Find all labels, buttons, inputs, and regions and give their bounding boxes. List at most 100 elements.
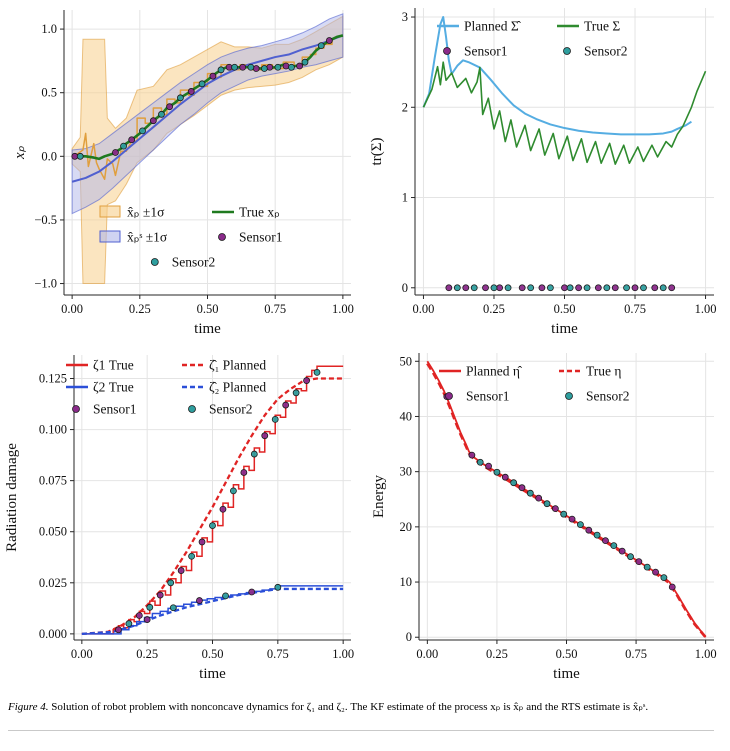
- svg-text:True η: True η: [586, 364, 621, 379]
- x-axis-label: time: [199, 666, 226, 682]
- svg-text:0.75: 0.75: [267, 647, 289, 661]
- chart-energy: 0.00 0.25 0.50 0.75 1.00 0 10 20 30 40 50 time Energ…: [365, 345, 730, 690]
- svg-text:0.25: 0.25: [129, 302, 151, 316]
- scatter-sensor2: [76, 42, 325, 160]
- svg-text:3: 3: [402, 10, 408, 24]
- figure-caption: Figure 4. Solution of robot problem with…: [8, 700, 714, 731]
- svg-text:1.0: 1.0: [41, 22, 57, 36]
- svg-text:1.00: 1.00: [332, 647, 354, 661]
- svg-text:2: 2: [402, 100, 408, 114]
- legend-entry: ζ̂₂ Planned: [182, 380, 266, 395]
- svg-text:x̂ₚˢ ±1σ: x̂ₚˢ ±1σ: [127, 230, 168, 245]
- legend-entry: Sensor1: [445, 389, 510, 404]
- svg-text:True Σ: True Σ: [584, 19, 620, 34]
- scatter-sensor2: [125, 368, 321, 628]
- svg-text:Sensor1: Sensor1: [464, 44, 508, 59]
- svg-text:10: 10: [400, 575, 413, 589]
- legend-entry: Sensor1: [443, 44, 508, 59]
- svg-text:Sensor2: Sensor2: [209, 402, 253, 417]
- svg-text:0.0: 0.0: [41, 149, 57, 163]
- legend-entry: x̂ₚ ±1σ: [99, 205, 165, 220]
- svg-text:0.75: 0.75: [625, 647, 647, 661]
- svg-text:Sensor2: Sensor2: [586, 389, 630, 404]
- svg-text:0.00: 0.00: [416, 647, 438, 661]
- legend: Planned η̂ True η Sensor1 Sensor2: [439, 364, 630, 404]
- svg-text:30: 30: [400, 465, 413, 479]
- y-axis-label: tr(Σ): [369, 138, 385, 166]
- svg-text:ζ̂₁ Planned: ζ̂₁ Planned: [209, 358, 266, 373]
- legend-entry: Sensor2: [563, 44, 628, 59]
- tick-labels: 0.00 0.25 0.50 0.75 1.00 0 1 2 3: [402, 10, 717, 316]
- legend-entry: Sensor1: [72, 402, 137, 417]
- svg-text:Sensor1: Sensor1: [239, 230, 283, 245]
- svg-text:1.00: 1.00: [695, 302, 717, 316]
- line-zeta1-true: [81, 365, 344, 635]
- svg-text:0.125: 0.125: [39, 371, 67, 385]
- series-group: [71, 13, 344, 285]
- tick-labels: 0.00 0.25 0.50 0.75 1.00 0 10 20 30 40 50: [400, 354, 717, 661]
- svg-text:Planned η̂: Planned η̂: [466, 364, 523, 379]
- svg-text:0: 0: [406, 630, 412, 644]
- svg-text:0.50: 0.50: [202, 647, 224, 661]
- x-axis-label: time: [551, 321, 578, 337]
- x-axis-label: time: [553, 666, 580, 682]
- svg-text:ζ̂₂ Planned: ζ̂₂ Planned: [209, 380, 266, 395]
- svg-text:0.00: 0.00: [71, 647, 93, 661]
- svg-text:0.5: 0.5: [41, 86, 57, 100]
- legend-entry: Planned η̂: [439, 364, 523, 379]
- svg-text:0.050: 0.050: [39, 525, 67, 539]
- tick-labels: 0.00 0.25 0.50 0.75 1.00 −1.0 −0.5 0.0 0.5 1.0: [34, 22, 354, 316]
- svg-text:0.25: 0.25: [136, 647, 158, 661]
- legend-entry: ζ1 True: [66, 358, 134, 373]
- svg-text:Planned Σ̂: Planned Σ̂: [464, 19, 522, 34]
- svg-text:0.25: 0.25: [486, 647, 508, 661]
- legend: ζ1 True ζ̂₁ Planned ζ2 True ζ̂₂ Planned Sens…: [66, 358, 266, 417]
- svg-text:True xₚ: True xₚ: [239, 205, 280, 220]
- axes: [411, 8, 714, 299]
- legend-entry: Planned Σ̂: [437, 19, 522, 34]
- legend: x̂ₚ ±1σ True xₚ x̂ₚˢ ±1σ Sensor1 Sensor2: [99, 205, 283, 270]
- legend-entry: x̂ₚˢ ±1σ: [99, 230, 168, 245]
- legend-entry: True η: [559, 364, 621, 379]
- svg-text:0.000: 0.000: [39, 627, 67, 641]
- svg-text:1: 1: [402, 191, 408, 205]
- svg-text:Sensor2: Sensor2: [172, 255, 216, 270]
- chart-state-estimate-xp: 0.00 0.25 0.50 0.75 1.00 −1.0 −0.5 0.0 0.5 1.0 tim…: [0, 0, 365, 345]
- series-group: [426, 360, 707, 639]
- svg-text:Sensor2: Sensor2: [584, 44, 628, 59]
- svg-text:40: 40: [400, 409, 413, 423]
- legend-entry: Sensor1: [218, 230, 283, 245]
- scatter-sensor2: [453, 284, 667, 292]
- band-rts-band: [71, 13, 344, 215]
- svg-text:0.025: 0.025: [39, 576, 67, 590]
- y-axis-label: Energy: [371, 474, 387, 518]
- svg-text:−0.5: −0.5: [34, 213, 57, 227]
- svg-text:0.50: 0.50: [197, 302, 219, 316]
- svg-text:0: 0: [402, 281, 408, 295]
- scatter-sensor1: [443, 393, 676, 591]
- svg-text:x̂ₚ ±1σ: x̂ₚ ±1σ: [127, 205, 165, 220]
- legend: Planned Σ̂ True Σ Sensor1 Sensor2: [437, 19, 628, 59]
- svg-text:50: 50: [400, 354, 413, 368]
- tick-labels: 0.00 0.25 0.50 0.75 1.00 0.000 0.025 0.050 0.075…: [39, 371, 354, 661]
- line-true-sigma: [422, 61, 707, 165]
- figure-caption-text: Solution of robot problem with nonconcav…: [51, 701, 649, 713]
- y-axis-label: Radiation damage: [4, 443, 20, 552]
- legend-entry: ζ̂₁ Planned: [182, 358, 266, 373]
- axes: [70, 355, 351, 644]
- legend-entry: ζ2 True: [66, 380, 134, 395]
- scatter-sensor1: [445, 284, 676, 292]
- x-axis-label: time: [194, 321, 221, 337]
- series-group: [422, 16, 707, 292]
- svg-text:Sensor1: Sensor1: [93, 402, 137, 417]
- legend-entry: Sensor2: [188, 402, 253, 417]
- line-zeta1-planned: [81, 377, 344, 636]
- y-axis-label: xₚ: [12, 145, 28, 160]
- legend-entry: True Σ: [557, 19, 620, 34]
- scatter-sensor2: [476, 458, 668, 582]
- svg-text:0.100: 0.100: [39, 423, 67, 437]
- chart-radiation-damage: 0.00 0.25 0.50 0.75 1.00 0.000 0.025 0.050 0.075…: [0, 345, 365, 690]
- svg-text:0.25: 0.25: [483, 302, 505, 316]
- svg-text:ζ2 True: ζ2 True: [93, 380, 134, 395]
